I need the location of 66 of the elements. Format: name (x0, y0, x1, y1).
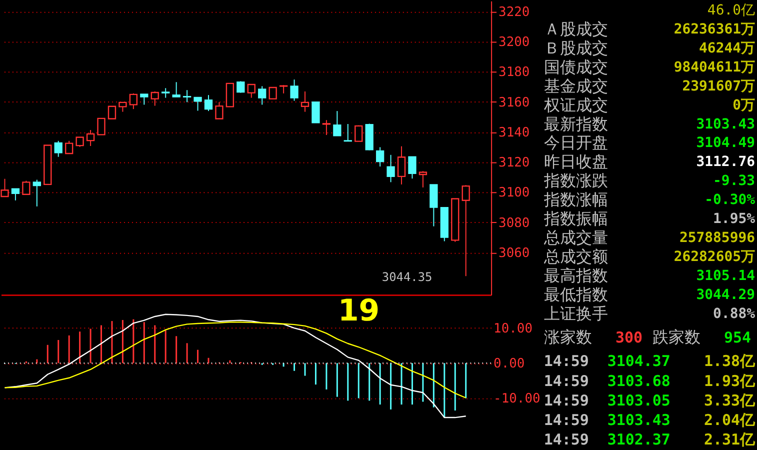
category-label: 14:59 (544, 391, 589, 410)
text: 46244万 (699, 40, 756, 56)
category-label: 上证换手 (544, 304, 608, 324)
text: 0万 (732, 97, 756, 114)
text: 26282605万 (674, 249, 756, 266)
category-label: 14:59 (544, 372, 589, 390)
data-label: 2.31亿 (704, 430, 756, 448)
data-label: 1.38亿 (704, 352, 756, 370)
category-label: 指数涨跌 (542, 171, 608, 190)
category-label: 涨家数 (544, 328, 592, 347)
text: 3104.49 (696, 135, 756, 152)
text: 300 (615, 328, 642, 347)
category-label: 基金成交 (544, 76, 608, 96)
category-label: 指数涨幅 (542, 190, 608, 210)
text: -0.30% (704, 192, 756, 208)
category-label: Ａ股成交 (544, 19, 608, 38)
text: 257885996 (679, 230, 756, 246)
y-tick-label: 3120 (498, 156, 530, 171)
text: 0.88% (713, 306, 756, 322)
category-label: Ｂ股成交 (544, 38, 608, 58)
y-tick-label: 0.00 (494, 356, 525, 372)
category-label: 权证成交 (542, 95, 608, 114)
text: 954 (724, 328, 752, 347)
category-label: 最新指数 (544, 114, 608, 134)
y-tick-label: 3180 (498, 65, 530, 80)
y-tick-label: 3060 (498, 246, 530, 262)
category-label: 最高指数 (544, 266, 608, 286)
category-label: 14:59 (544, 352, 589, 370)
data-label: 3102.37 (607, 430, 670, 448)
category-label: 国债成交 (544, 57, 608, 76)
y-tick-label: 3220 (498, 4, 530, 20)
category-label: 14:59 (544, 430, 589, 448)
data-label: 3104.37 (607, 352, 670, 370)
annotation: 19 (338, 294, 380, 329)
data-label: 3103.05 (607, 391, 670, 410)
text: 1.95% (713, 211, 756, 228)
category-label: 总成交量 (542, 228, 608, 248)
category-label: 今日开盘 (544, 133, 608, 152)
text: 3105.14 (696, 268, 756, 284)
data-label: 3103.68 (607, 372, 670, 390)
data-label: 1.93亿 (704, 372, 756, 390)
text: -9.33 (713, 173, 756, 190)
category-label: 最低指数 (544, 285, 608, 304)
y-tick-label: 3200 (498, 35, 530, 50)
text: 2391607万 (682, 78, 756, 94)
text: 26236361万 (674, 21, 756, 38)
y-tick-label: 3160 (498, 95, 530, 110)
text: 98404611万 (674, 59, 756, 76)
annotation: 3044.35 (382, 270, 432, 284)
text: 3112.76 (696, 154, 756, 170)
category-label: 跌家数 (652, 328, 700, 347)
data-label: 3.33亿 (704, 391, 756, 410)
category-label: 昨日收盘 (544, 152, 608, 172)
category-label: 指数振幅 (542, 209, 608, 228)
y-tick-label: 3100 (498, 186, 530, 201)
data-label: 2.04亿 (704, 410, 756, 429)
text: 3044.29 (696, 287, 756, 304)
y-tick-label: -10.00 (494, 392, 540, 407)
text: 3103.43 (696, 116, 756, 132)
category-label: 14:59 (544, 410, 589, 429)
category-label: 总成交额 (542, 247, 608, 266)
data-label: 3103.43 (607, 410, 670, 429)
y-tick-label: 3140 (498, 125, 530, 140)
y-tick-label: 3080 (498, 216, 530, 231)
y-tick-label: 10.00 (494, 322, 532, 337)
text: 46.0亿 (707, 2, 756, 18)
